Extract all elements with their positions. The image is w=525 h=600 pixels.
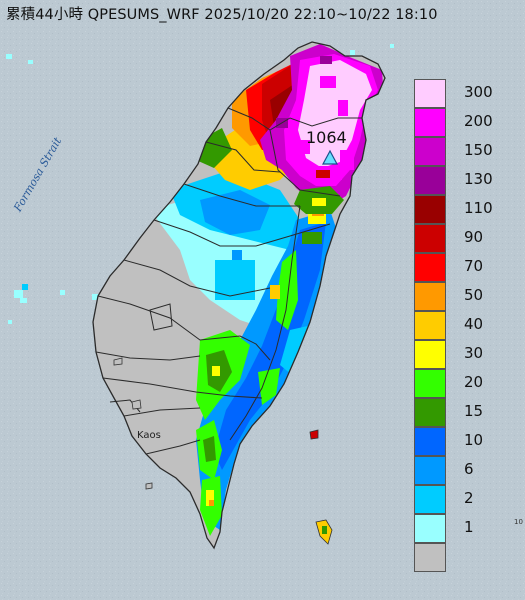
legend-label: 6 [464,460,474,478]
legend-swatch [414,166,446,195]
county-borders [92,41,386,550]
max-rainfall-value: 1064 [306,128,347,147]
legend-swatch [414,108,446,137]
map-title: 累積44小時 QPESUMS_WRF 2025/10/20 22:10~10/2… [6,7,438,23]
legend-swatch [414,369,446,398]
legend-swatch [414,79,446,108]
edge-mark: 10 [514,518,523,526]
legend-swatch [414,311,446,340]
legend-swatch [414,340,446,369]
legend-swatch [414,514,446,543]
legend-swatch [414,224,446,253]
max-rainfall-triangle-icon [321,149,339,165]
legend-label: 15 [464,402,484,420]
legend-label: 300 [464,83,493,101]
legend-label: 150 [464,141,493,159]
legend-swatch [414,485,446,514]
legend-swatch [414,195,446,224]
legend-swatch [414,137,446,166]
outer-islands [113,357,333,545]
legend-label: 200 [464,112,493,130]
legend-label: 40 [464,315,484,333]
legend-swatch [414,427,446,456]
legend-label: 130 [464,170,493,188]
legend-label: 90 [464,228,484,246]
legend-swatch [414,543,446,572]
legend-label: 30 [464,344,484,362]
legend-label: 2 [464,489,474,507]
legend-label: 50 [464,286,484,304]
legend-swatch [414,456,446,485]
offshore-echoes [6,44,394,324]
place-label: Kaos [137,430,161,441]
legend-swatch [414,282,446,311]
legend-label: 20 [464,373,484,391]
legend-label: 10 [464,431,484,449]
legend-label: 1 [464,518,474,536]
legend-label: 70 [464,257,484,275]
legend-label: 110 [464,199,493,217]
legend-swatch [414,398,446,427]
legend-swatch [414,253,446,282]
